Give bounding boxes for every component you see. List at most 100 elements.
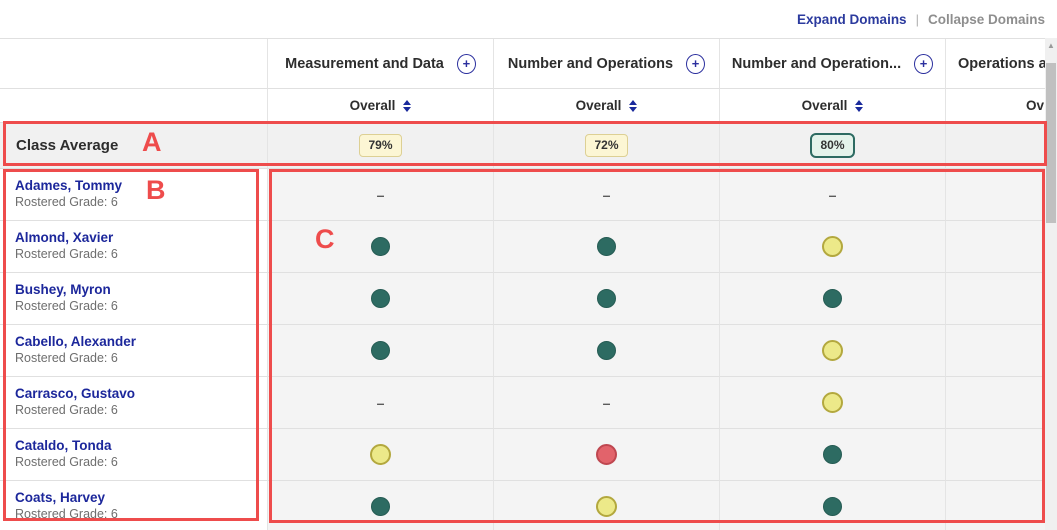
- rostered-grade-label: Rostered Grade: 6: [15, 507, 118, 521]
- mastery-table: Measurement and Data + Number and Operatio…: [0, 38, 1045, 530]
- mastery-dot-good[interactable]: [597, 289, 616, 308]
- student-name-link[interactable]: Bushey, Myron: [15, 282, 111, 297]
- student-name-link[interactable]: Cabello, Alexander: [15, 334, 137, 349]
- score-cell[interactable]: [268, 273, 494, 325]
- plus-circle-icon[interactable]: +: [914, 53, 934, 74]
- rostered-grade-label: Rostered Grade: 6: [15, 195, 118, 209]
- score-cell[interactable]: [720, 377, 946, 429]
- mastery-dot-good[interactable]: [597, 341, 616, 360]
- mastery-dot-warn[interactable]: [822, 340, 843, 361]
- class-average-cell-3: 80%: [720, 123, 946, 169]
- student-cell: Cabello, Alexander Rostered Grade: 6: [0, 325, 268, 377]
- sort-arrows-icon[interactable]: [855, 99, 864, 112]
- mastery-dot-warn[interactable]: [822, 236, 843, 257]
- score-cell: [946, 325, 1045, 377]
- score-cell[interactable]: –: [268, 377, 494, 429]
- score-cell: [946, 221, 1045, 273]
- sort-down-arrow: [403, 106, 412, 112]
- domain-header-1[interactable]: Measurement and Data +: [268, 39, 494, 89]
- overall-label: Ov: [1026, 98, 1045, 113]
- rostered-grade-label: Rostered Grade: 6: [15, 455, 118, 469]
- scrollbar-thumb[interactable]: [1046, 63, 1056, 223]
- domain-label: Measurement and Data: [285, 55, 444, 72]
- domain-label: Number and Operations: [507, 55, 674, 72]
- student-name-link[interactable]: Adames, Tommy: [15, 178, 123, 193]
- expand-domains-link[interactable]: Expand Domains: [797, 11, 907, 27]
- student-name-link[interactable]: Carrasco, Gustavo: [15, 386, 136, 401]
- score-cell[interactable]: [494, 221, 720, 273]
- sort-up-arrow: [403, 99, 412, 105]
- overall-label: Overall: [801, 98, 848, 113]
- no-data-dash: –: [828, 186, 837, 203]
- score-cell[interactable]: –: [494, 169, 720, 221]
- overall-sort-header-1[interactable]: Overall: [268, 89, 494, 123]
- student-cell: Adames, Tommy Rostered Grade: 6: [0, 169, 268, 221]
- mastery-dot-warn[interactable]: [370, 444, 391, 465]
- score-cell[interactable]: [268, 481, 494, 530]
- mastery-dot-good[interactable]: [823, 445, 842, 464]
- score-cell[interactable]: [494, 325, 720, 377]
- student-row: Cataldo, Tonda Rostered Grade: 6: [0, 429, 1045, 481]
- score-cell[interactable]: [268, 221, 494, 273]
- corner-cell-2: [0, 89, 268, 123]
- overall-header-row: Overall Overall Overall Ov: [0, 89, 1045, 123]
- mastery-dot-good[interactable]: [823, 497, 842, 516]
- mastery-dot-warn[interactable]: [596, 496, 617, 517]
- overall-label: Overall: [349, 98, 396, 113]
- score-cell[interactable]: –: [268, 169, 494, 221]
- collapse-domains-link[interactable]: Collapse Domains: [927, 11, 1045, 27]
- score-cell: [946, 273, 1045, 325]
- plus-circle-icon[interactable]: +: [456, 53, 476, 74]
- score-cell[interactable]: [720, 429, 946, 481]
- student-cell: Almond, Xavier Rostered Grade: 6: [0, 221, 268, 273]
- score-cell[interactable]: [720, 273, 946, 325]
- score-cell[interactable]: [494, 429, 720, 481]
- class-average-label: Class Average: [0, 123, 268, 169]
- mastery-dot-good[interactable]: [823, 289, 842, 308]
- score-cell[interactable]: [720, 481, 946, 530]
- student-rows: Adames, Tommy Rostered Grade: 6 – – – Almond,…: [0, 169, 1045, 530]
- mastery-dot-good[interactable]: [371, 237, 390, 256]
- student-name-link[interactable]: Coats, Harvey: [15, 490, 106, 505]
- class-average-cell-1: 79%: [268, 123, 494, 169]
- score-cell[interactable]: [720, 325, 946, 377]
- domain-header-3[interactable]: Number and Operation... +: [720, 39, 946, 89]
- score-cell: [946, 481, 1045, 530]
- vertical-scrollbar[interactable]: ▲: [1045, 38, 1057, 530]
- rostered-grade-label: Rostered Grade: 6: [15, 299, 118, 313]
- student-name-link[interactable]: Cataldo, Tonda: [15, 438, 112, 453]
- mastery-dot-good[interactable]: [371, 497, 390, 516]
- student-name-link[interactable]: Almond, Xavier: [15, 230, 114, 245]
- score-cell[interactable]: –: [494, 377, 720, 429]
- student-row: Cabello, Alexander Rostered Grade: 6: [0, 325, 1045, 377]
- sort-arrows-icon[interactable]: [403, 99, 412, 112]
- overall-sort-header-4[interactable]: Ov: [946, 89, 1045, 123]
- domain-header-2[interactable]: Number and Operations +: [494, 39, 720, 89]
- mastery-dot-warn[interactable]: [822, 392, 843, 413]
- rostered-grade-label: Rostered Grade: 6: [15, 247, 118, 261]
- sort-down-arrow: [855, 106, 864, 112]
- sort-arrows-icon[interactable]: [629, 99, 638, 112]
- score-cell: [946, 169, 1045, 221]
- score-cell[interactable]: –: [720, 169, 946, 221]
- mastery-dot-good[interactable]: [371, 341, 390, 360]
- rostered-grade-label: Rostered Grade: 6: [15, 351, 118, 365]
- score-cell[interactable]: [494, 273, 720, 325]
- class-average-badge: 79%: [359, 134, 402, 157]
- overall-sort-header-3[interactable]: Overall: [720, 89, 946, 123]
- student-row: Carrasco, Gustavo Rostered Grade: 6 – –: [0, 377, 1045, 429]
- sort-down-arrow: [629, 106, 638, 112]
- score-cell[interactable]: [268, 325, 494, 377]
- score-cell[interactable]: [268, 429, 494, 481]
- link-separator: |: [915, 11, 919, 27]
- plus-circle-icon[interactable]: +: [686, 53, 706, 74]
- domain-label: Operations a: [958, 55, 1045, 72]
- score-cell[interactable]: [720, 221, 946, 273]
- scroll-up-icon[interactable]: ▲: [1047, 41, 1055, 50]
- mastery-dot-good[interactable]: [597, 237, 616, 256]
- score-cell[interactable]: [494, 481, 720, 530]
- mastery-dot-good[interactable]: [371, 289, 390, 308]
- domain-header-4[interactable]: Operations a: [946, 39, 1045, 89]
- mastery-dot-poor[interactable]: [596, 444, 617, 465]
- overall-sort-header-2[interactable]: Overall: [494, 89, 720, 123]
